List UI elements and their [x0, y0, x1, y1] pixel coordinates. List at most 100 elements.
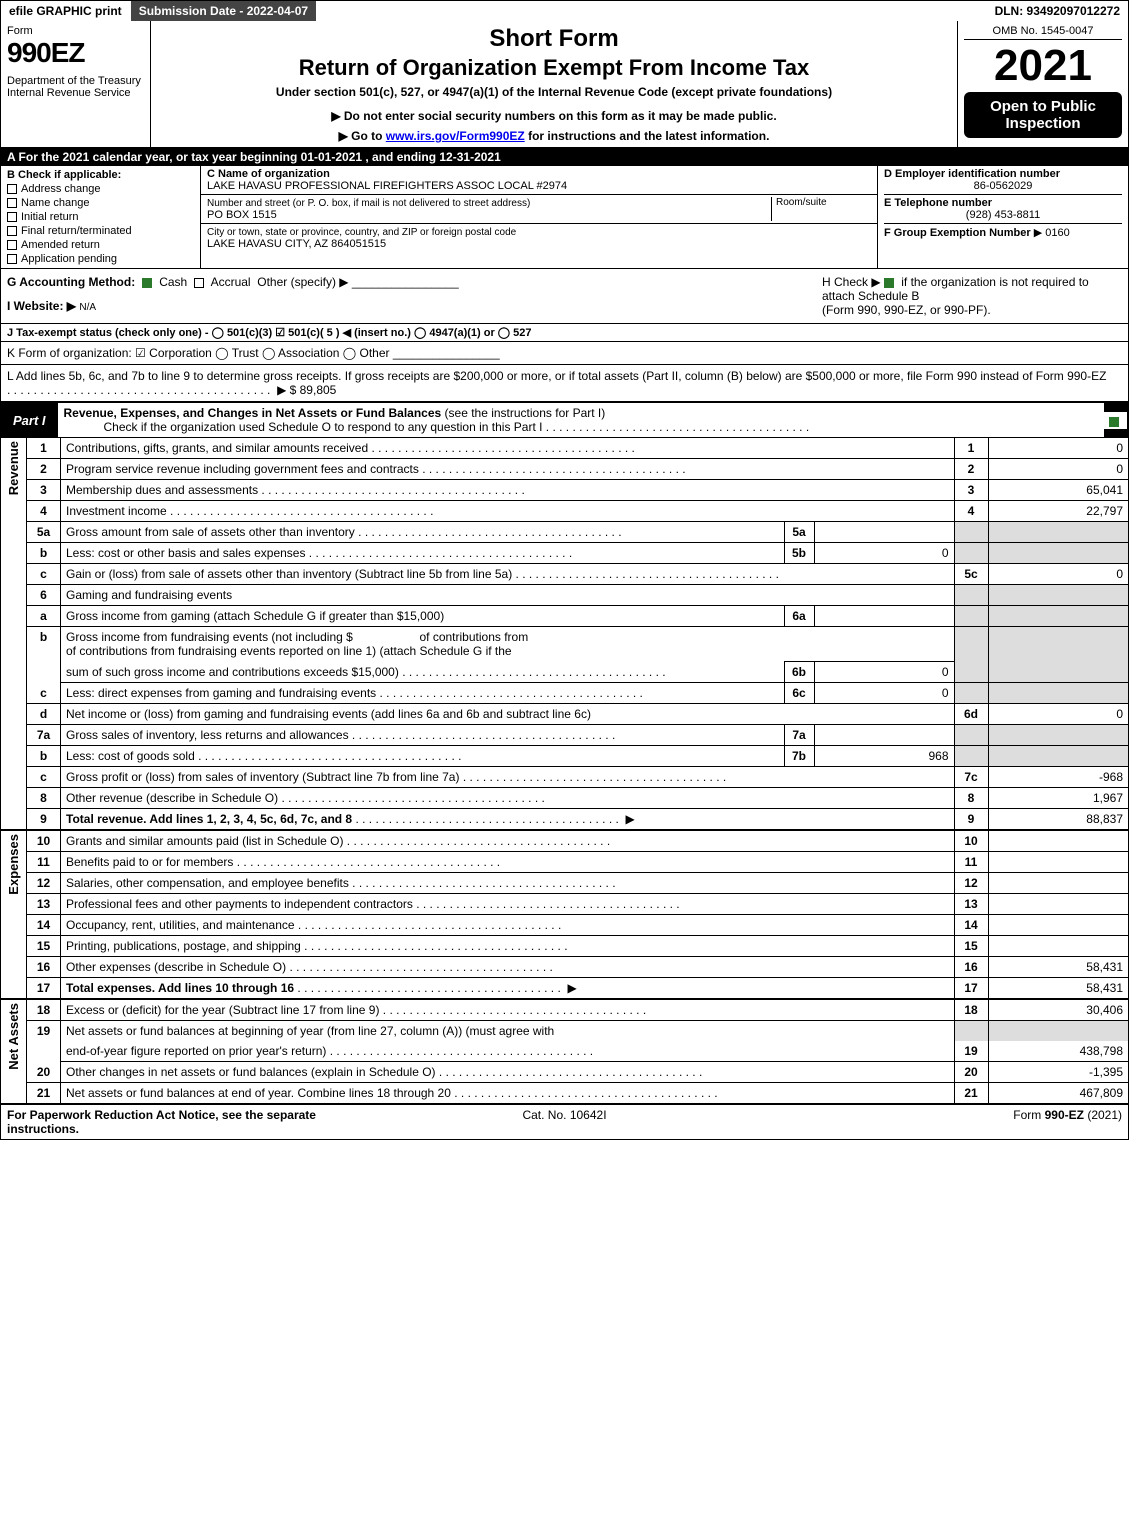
website-value: N/A	[79, 302, 96, 313]
line-1: Revenue 1 Contributions, gifts, grants, …	[1, 438, 1128, 459]
line-18: Net Assets 18 Excess or (deficit) for th…	[1, 999, 1128, 1021]
line-4: 4 Investment income 4 22,797	[1, 501, 1128, 522]
part1-tab: Part I	[1, 410, 58, 431]
checkbox-icon[interactable]	[7, 254, 17, 264]
line-19-2: end-of-year figure reported on prior yea…	[1, 1041, 1128, 1062]
form-header: Form 990EZ Department of the Treasury In…	[1, 21, 1128, 148]
part1-title: Revenue, Expenses, and Changes in Net As…	[58, 402, 1104, 438]
section-k: K Form of organization: ☑ Corporation ◯ …	[1, 342, 1128, 365]
revenue-side-label: Revenue	[1, 438, 27, 830]
gross-receipts-amount: ▶ $ 89,805	[277, 383, 336, 397]
city-value: LAKE HAVASU CITY, AZ 864051515	[207, 238, 386, 250]
checkbox-h-checked-icon[interactable]	[884, 278, 894, 288]
line-6b-2: sum of such gross income and contributio…	[1, 662, 1128, 683]
line-5a: 5a Gross amount from sale of assets othe…	[1, 522, 1128, 543]
chk-initial-return: Initial return	[7, 211, 194, 223]
street-row: Number and street (or P. O. box, if mail…	[201, 195, 877, 224]
footer-right: Form 990-EZ (2021)	[750, 1108, 1122, 1136]
line-10: Expenses 10 Grants and similar amounts p…	[1, 830, 1128, 852]
short-form-label: Short Form	[157, 25, 951, 53]
street-label: Number and street (or P. O. box, if mail…	[207, 198, 530, 209]
room-label: Room/suite	[771, 197, 871, 221]
form-number: 990EZ	[7, 37, 144, 69]
line-7c: c Gross profit or (loss) from sales of i…	[1, 767, 1128, 788]
page-footer: For Paperwork Reduction Act Notice, see …	[1, 1104, 1128, 1139]
section-d: D Employer identification number 86-0562…	[884, 168, 1122, 195]
note-link: ▶ Go to www.irs.gov/Form990EZ for instru…	[157, 129, 951, 143]
submission-date: Submission Date - 2022-04-07	[131, 1, 317, 21]
line-12: 12 Salaries, other compensation, and emp…	[1, 873, 1128, 894]
chk-app-pending: Application pending	[7, 253, 194, 265]
info-row: B Check if applicable: Address change Na…	[1, 166, 1128, 269]
line-6a: a Gross income from gaming (attach Sched…	[1, 606, 1128, 627]
dept-label: Department of the Treasury Internal Reve…	[7, 75, 144, 99]
line-6: 6 Gaming and fundraising events	[1, 585, 1128, 606]
c-name-label: C Name of organization	[207, 168, 330, 180]
g-label: G Accounting Method:	[7, 275, 135, 289]
part1-subline: Check if the organization used Schedule …	[64, 420, 543, 434]
footer-center: Cat. No. 10642I	[379, 1108, 751, 1136]
checkbox-cash-checked-icon[interactable]	[142, 278, 152, 288]
org-name: LAKE HAVASU PROFESSIONAL FIREFIGHTERS AS…	[207, 180, 567, 192]
efile-label: efile GRAPHIC print	[1, 1, 131, 21]
header-right: OMB No. 1545-0047 2021 Open to Public In…	[958, 21, 1128, 147]
line-5b: b Less: cost or other basis and sales ex…	[1, 543, 1128, 564]
section-i: I Website: ▶ N/A	[7, 299, 812, 313]
line-6b-1: b Gross income from fundraising events (…	[1, 627, 1128, 662]
city-row: City or town, state or province, country…	[201, 224, 877, 252]
line-3: 3 Membership dues and assessments 3 65,0…	[1, 480, 1128, 501]
tax-year: 2021	[964, 44, 1122, 88]
lines-table: Revenue 1 Contributions, gifts, grants, …	[1, 438, 1128, 1104]
section-h: H Check ▶ if the organization is not req…	[812, 275, 1122, 317]
section-l: L Add lines 5b, 6c, and 7b to line 9 to …	[1, 365, 1128, 402]
top-band: efile GRAPHIC print Submission Date - 20…	[1, 1, 1128, 21]
org-name-row: C Name of organization LAKE HAVASU PROFE…	[201, 166, 877, 195]
d-label: D Employer identification number	[884, 168, 1122, 180]
checkbox-accrual-icon[interactable]	[194, 278, 204, 288]
ein-value: 86-0562029	[884, 180, 1122, 192]
dln: DLN: 93492097012272	[987, 1, 1128, 21]
line-8: 8 Other revenue (describe in Schedule O)…	[1, 788, 1128, 809]
netassets-side-label: Net Assets	[1, 999, 27, 1104]
section-j: J Tax-exempt status (check only one) - ◯…	[1, 324, 1128, 342]
line-6c: c Less: direct expenses from gaming and …	[1, 683, 1128, 704]
checkbox-icon[interactable]	[7, 240, 17, 250]
chk-final-return: Final return/terminated	[7, 225, 194, 237]
e-label: E Telephone number	[884, 197, 1122, 209]
irs-link[interactable]: www.irs.gov/Form990EZ	[386, 129, 525, 143]
chk-amended-return: Amended return	[7, 239, 194, 251]
line-15: 15 Printing, publications, postage, and …	[1, 936, 1128, 957]
line-7b: b Less: cost of goods sold 7b 968	[1, 746, 1128, 767]
form-container: efile GRAPHIC print Submission Date - 20…	[0, 0, 1129, 1140]
inspection-box: Open to Public Inspection	[964, 92, 1122, 138]
f-label: F Group Exemption Number	[884, 227, 1031, 239]
line-a: A For the 2021 calendar year, or tax yea…	[1, 148, 1128, 166]
section-f: F Group Exemption Number ▶ 0160	[884, 226, 1122, 239]
chk-address-change: Address change	[7, 183, 194, 195]
i-label: I Website: ▶	[7, 299, 76, 313]
b-header: B Check if applicable:	[7, 169, 194, 181]
line-6d: d Net income or (loss) from gaming and f…	[1, 704, 1128, 725]
checkbox-icon[interactable]	[7, 184, 17, 194]
section-b: B Check if applicable: Address change Na…	[1, 166, 201, 268]
line-2: 2 Program service revenue including gove…	[1, 459, 1128, 480]
checkbox-icon[interactable]	[7, 198, 17, 208]
g-other: Other (specify) ▶	[257, 275, 348, 289]
form-label: Form	[7, 25, 144, 37]
footer-left: For Paperwork Reduction Act Notice, see …	[7, 1108, 379, 1136]
section-e: E Telephone number (928) 453-8811	[884, 197, 1122, 224]
section-c: C Name of organization LAKE HAVASU PROFE…	[201, 166, 878, 268]
checkbox-icon[interactable]	[7, 226, 17, 236]
part1-header: Part I Revenue, Expenses, and Changes in…	[1, 402, 1128, 438]
line-11: 11 Benefits paid to or for members 11	[1, 852, 1128, 873]
section-def: D Employer identification number 86-0562…	[878, 166, 1128, 268]
city-label: City or town, state or province, country…	[207, 227, 516, 238]
form-title: Return of Organization Exempt From Incom…	[157, 55, 951, 81]
checkbox-icon[interactable]	[7, 212, 17, 222]
group-exemption-value: ▶ 0160	[1034, 227, 1070, 239]
header-left: Form 990EZ Department of the Treasury In…	[1, 21, 151, 147]
checkbox-part1-checked-icon[interactable]	[1109, 417, 1119, 427]
line-13: 13 Professional fees and other payments …	[1, 894, 1128, 915]
line-21: 21 Net assets or fund balances at end of…	[1, 1083, 1128, 1104]
part1-checkcell	[1104, 411, 1128, 430]
